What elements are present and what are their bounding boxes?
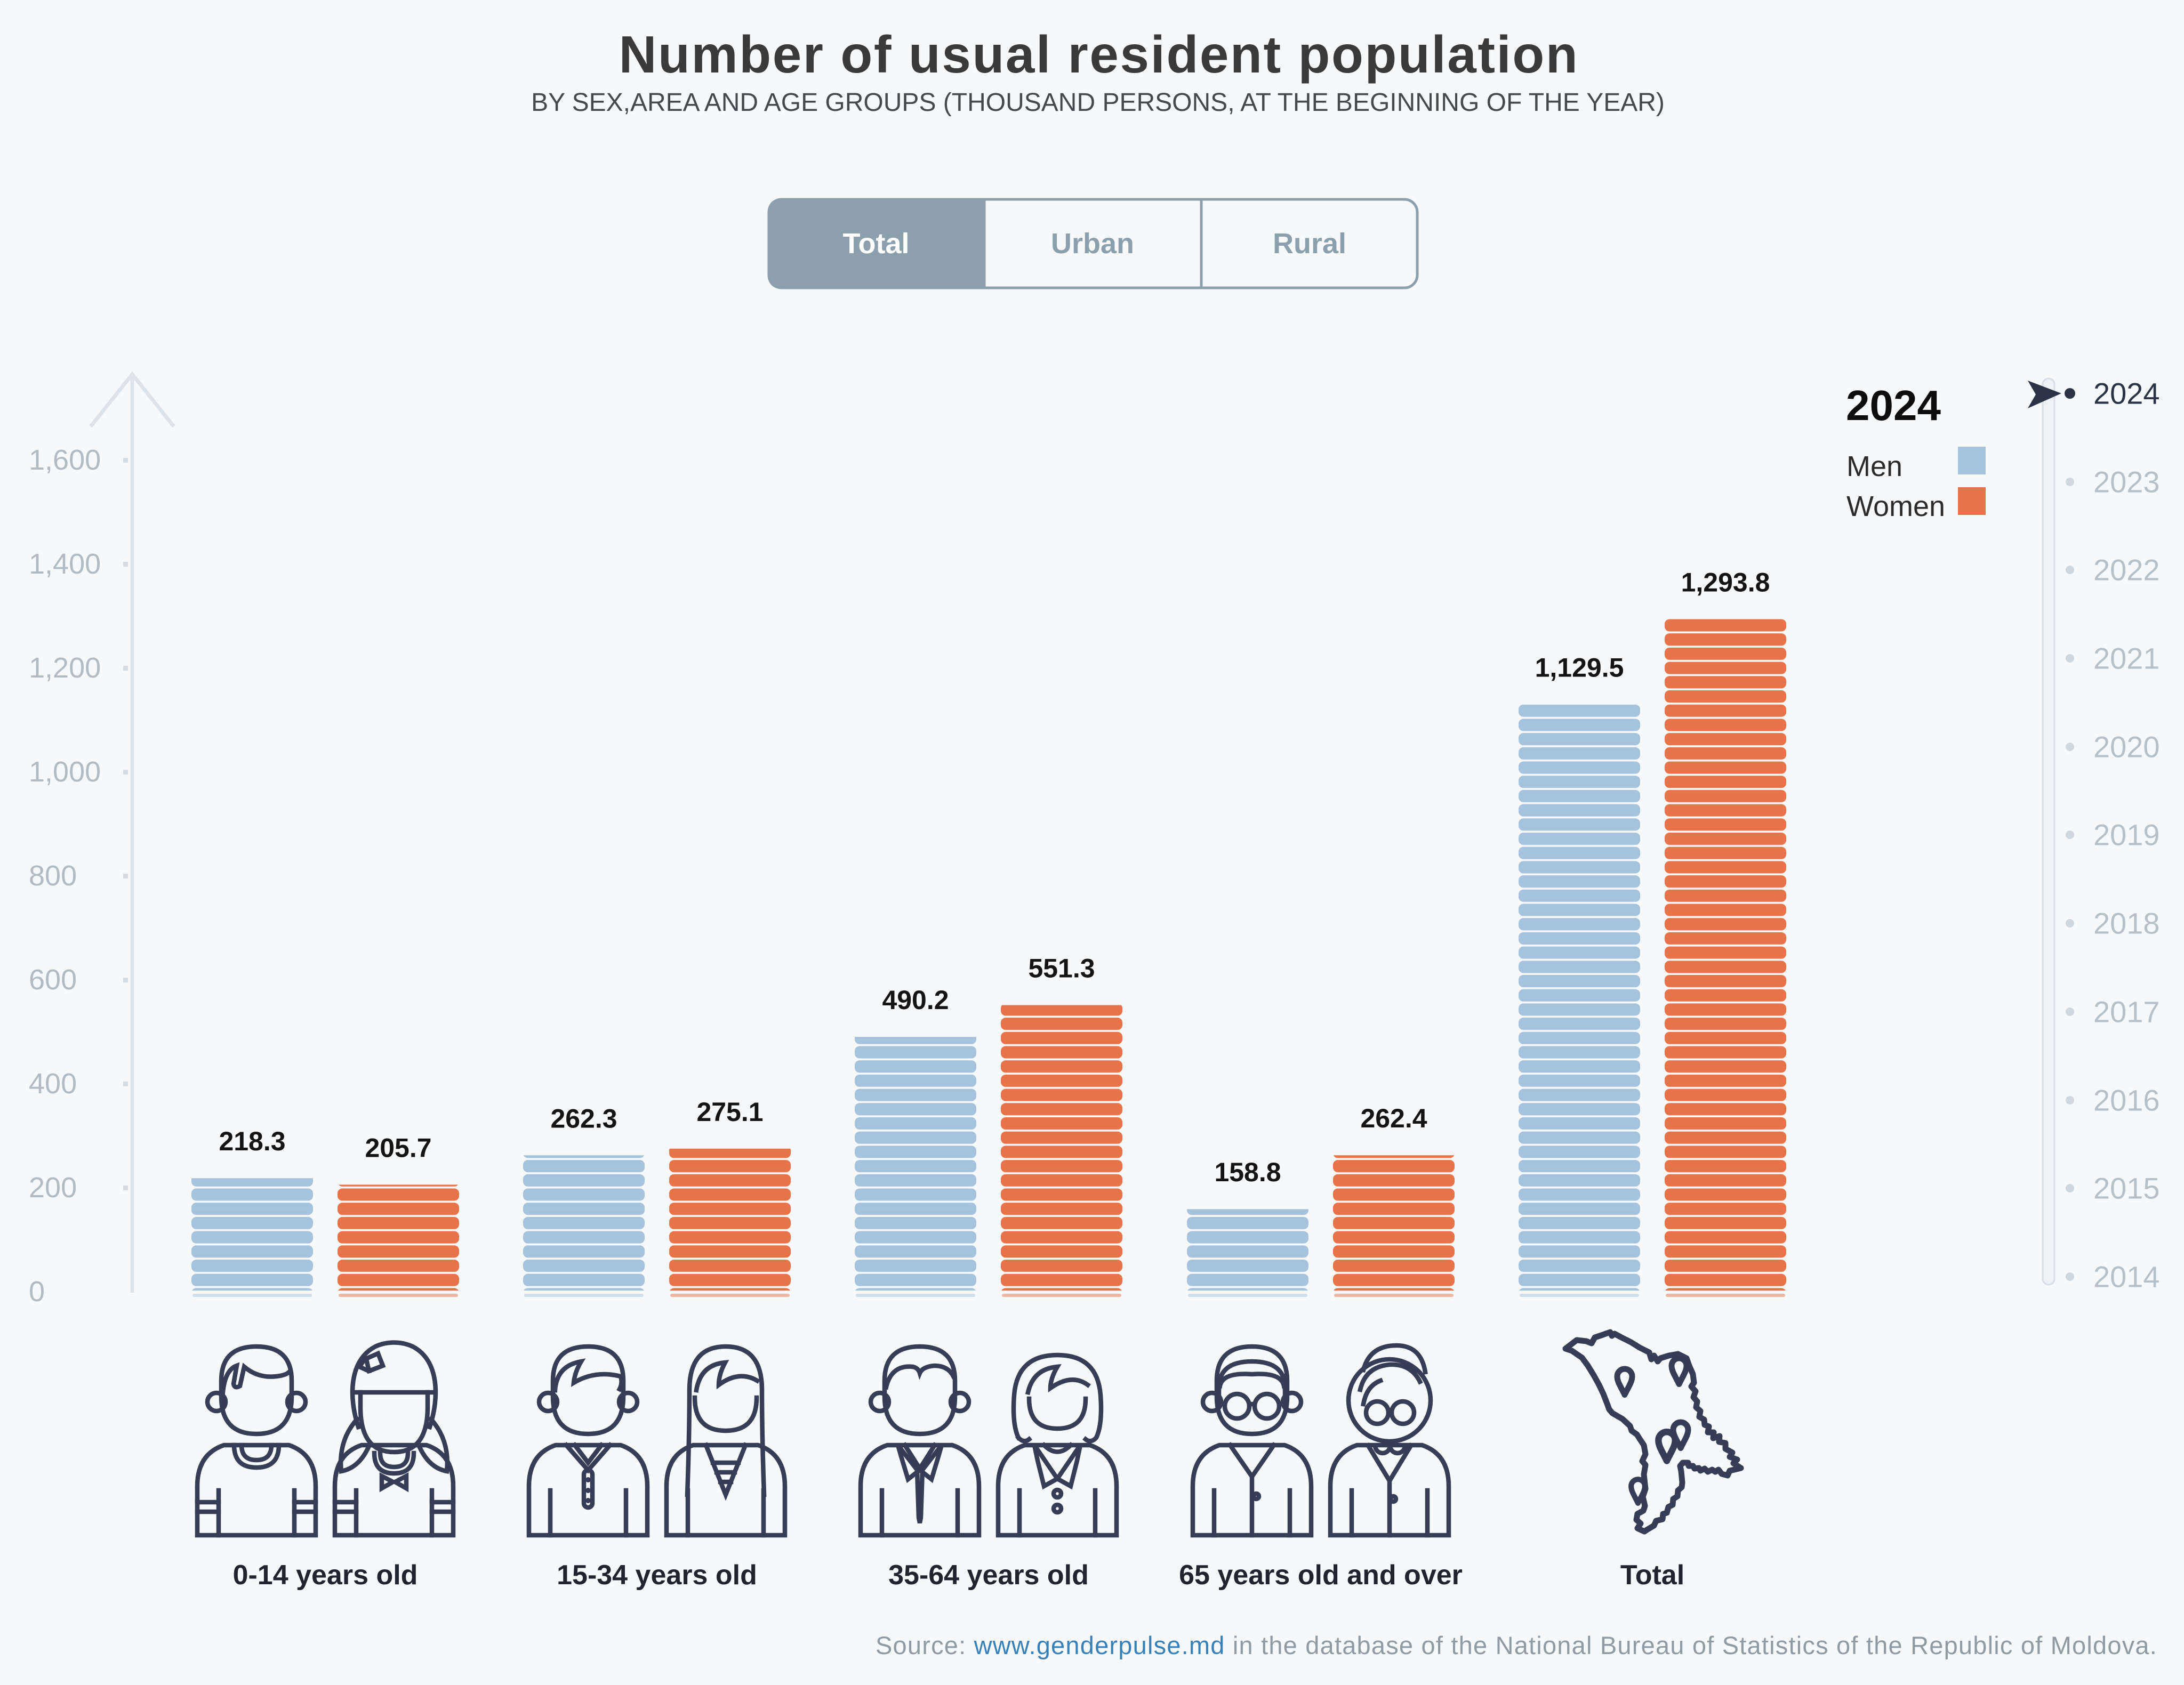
svg-text:1,293.8: 1,293.8 (1681, 568, 1770, 598)
svg-text:400: 400 (29, 1068, 77, 1100)
svg-text:218.3: 218.3 (219, 1126, 285, 1156)
svg-text:0-14 years old: 0-14 years old (233, 1560, 418, 1591)
svg-text:1,000: 1,000 (29, 756, 101, 788)
svg-text:Men: Men (1846, 450, 1902, 482)
svg-text:551.3: 551.3 (1028, 954, 1095, 983)
svg-text:2022: 2022 (2093, 553, 2160, 587)
svg-text:2021: 2021 (2093, 642, 2160, 675)
svg-text:35-64 years old: 35-64 years old (888, 1560, 1089, 1591)
svg-text:Number of usual resident popul: Number of usual resident population (619, 25, 1579, 84)
svg-text:0: 0 (29, 1276, 45, 1308)
svg-text:490.2: 490.2 (882, 985, 949, 1015)
svg-text:2024: 2024 (1846, 382, 1941, 429)
svg-text:1,200: 1,200 (29, 652, 101, 684)
svg-text:205.7: 205.7 (365, 1133, 431, 1163)
svg-text:800: 800 (29, 860, 77, 892)
svg-text:1,129.5: 1,129.5 (1535, 653, 1624, 683)
svg-text:Total: Total (1620, 1560, 1684, 1591)
svg-text:2020: 2020 (2093, 730, 2160, 764)
svg-text:600: 600 (29, 964, 77, 996)
svg-text:275.1: 275.1 (696, 1097, 763, 1127)
svg-text:Urban: Urban (1051, 228, 1134, 260)
svg-text:15-34 years old: 15-34 years old (557, 1560, 757, 1591)
svg-text:262.3: 262.3 (550, 1103, 617, 1133)
svg-text:65 years old and over: 65 years old and over (1179, 1560, 1463, 1591)
svg-text:1,400: 1,400 (29, 548, 101, 580)
svg-text:262.4: 262.4 (1360, 1103, 1427, 1133)
svg-text:Rural: Rural (1273, 228, 1346, 260)
svg-text:2016: 2016 (2093, 1084, 2160, 1117)
svg-text:Source: www.genderpulse.md in: Source: www.genderpulse.md in the databa… (876, 1631, 2157, 1659)
svg-text:2023: 2023 (2093, 465, 2160, 499)
svg-text:2019: 2019 (2093, 818, 2160, 852)
svg-text:2014: 2014 (2093, 1260, 2160, 1294)
svg-text:BY SEX,AREA AND AGE GROUPS (TH: BY SEX,AREA AND AGE GROUPS (THOUSAND PER… (531, 88, 1665, 117)
svg-text:1,600: 1,600 (29, 444, 101, 476)
svg-text:2017: 2017 (2093, 995, 2160, 1029)
svg-text:158.8: 158.8 (1214, 1157, 1281, 1187)
svg-text:Women: Women (1846, 490, 1945, 522)
svg-text:2024: 2024 (2093, 377, 2160, 410)
svg-text:2018: 2018 (2093, 907, 2160, 940)
svg-text:200: 200 (29, 1172, 77, 1204)
svg-text:2015: 2015 (2093, 1172, 2160, 1205)
svg-text:Total: Total (843, 228, 910, 260)
